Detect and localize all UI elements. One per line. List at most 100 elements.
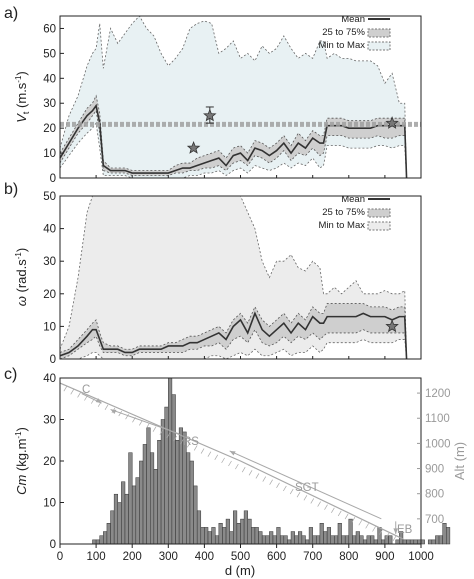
slope-hatch bbox=[324, 504, 328, 510]
histogram-bar bbox=[431, 539, 436, 545]
a-mean-line bbox=[59, 103, 408, 179]
slope-hatch bbox=[379, 529, 383, 535]
legend-range-swatch bbox=[367, 41, 391, 51]
histogram-bar bbox=[233, 510, 238, 545]
c-y2tick-label-5: 1200 bbox=[425, 388, 451, 400]
c-xtick-label-9: 900 bbox=[375, 551, 394, 563]
slope-hatch bbox=[159, 429, 164, 435]
histogram-bar bbox=[359, 535, 364, 545]
a-ytick-label-1: 10 bbox=[43, 148, 56, 160]
legend-mean-label-b: Mean bbox=[341, 194, 365, 205]
route-sgt-segment bbox=[229, 450, 382, 520]
panel-c-xlabel: d (m) bbox=[225, 563, 255, 578]
histogram-bar bbox=[420, 539, 425, 545]
svg-text:Cm (kg.m-1): Cm (kg.m-1) bbox=[14, 427, 29, 495]
histogram-bar bbox=[117, 502, 122, 545]
route-c-arrow bbox=[95, 398, 102, 404]
slope-hatch bbox=[166, 432, 171, 439]
histogram-bar bbox=[316, 535, 321, 545]
histogram-bar bbox=[442, 523, 447, 545]
a-star-marker-0 bbox=[203, 108, 217, 122]
slope-hatch bbox=[262, 476, 267, 482]
annotation-rs: RS bbox=[183, 436, 199, 448]
histogram-bar bbox=[113, 493, 119, 545]
b-ytick-label-3: 30 bbox=[43, 256, 56, 268]
c-xtick-label-1: 100 bbox=[87, 551, 106, 563]
annotation-eb: EB bbox=[397, 524, 413, 536]
altitude-profile-line bbox=[59, 382, 404, 540]
histogram-bar bbox=[131, 485, 137, 545]
histogram-bar bbox=[160, 419, 165, 545]
c-y2tick-label-3: 1000 bbox=[425, 438, 451, 450]
a-star-marker-2 bbox=[385, 116, 399, 129]
c-xtick-label-5: 500 bbox=[231, 551, 250, 563]
histogram-bar bbox=[186, 452, 191, 545]
panel-a-legend: Mean 25 to 75% Min to Max bbox=[319, 14, 391, 51]
legend-range-swatch-b bbox=[367, 221, 391, 231]
slope-hatch bbox=[207, 451, 212, 457]
histogram-bar bbox=[121, 481, 126, 545]
route-eb-arrow bbox=[393, 528, 399, 534]
slope-hatch bbox=[372, 526, 376, 532]
legend-iqr-swatch bbox=[367, 28, 391, 38]
c-ytick-label-0: 0 bbox=[50, 539, 56, 551]
histogram-bar bbox=[290, 531, 295, 545]
histogram-bar bbox=[305, 539, 310, 545]
b-ytick-label-4: 40 bbox=[43, 224, 56, 236]
histogram-bar bbox=[182, 431, 187, 545]
slope-hatch bbox=[235, 463, 239, 470]
b-star-marker-0 bbox=[385, 319, 399, 333]
b-ytick-label-0: 0 bbox=[50, 354, 56, 366]
slope-hatch bbox=[221, 457, 225, 464]
histogram-bar bbox=[229, 531, 234, 545]
histogram-bar bbox=[312, 535, 317, 545]
slope-hatch bbox=[344, 513, 349, 520]
histogram-bar bbox=[337, 523, 342, 545]
histogram-bar bbox=[106, 523, 111, 545]
slope-hatch bbox=[255, 473, 260, 479]
a-ytick-label-5: 50 bbox=[43, 48, 56, 60]
legend-iqr-label: 25 to 75% bbox=[322, 27, 365, 38]
histogram-bar bbox=[272, 535, 277, 545]
c-y2tick-label-0: 700 bbox=[425, 514, 444, 526]
b-q25-line bbox=[59, 328, 407, 360]
histogram-bar bbox=[95, 539, 100, 545]
slope-hatch bbox=[331, 507, 335, 513]
histogram-bar bbox=[341, 535, 346, 545]
histogram-bar bbox=[366, 535, 371, 545]
route-rs-arrow bbox=[110, 409, 117, 415]
slope-hatch bbox=[385, 532, 390, 538]
histogram-bar bbox=[211, 527, 216, 545]
slope-hatch bbox=[289, 488, 294, 495]
histogram-bar bbox=[222, 527, 227, 545]
histogram-bar bbox=[417, 539, 422, 545]
histogram-bar bbox=[247, 518, 252, 545]
histogram-bar bbox=[373, 539, 378, 545]
legend-iqr-label-b: 25 to 75% bbox=[322, 207, 365, 218]
histogram-bar bbox=[402, 539, 407, 545]
histogram-bar bbox=[261, 535, 267, 545]
a-iqr-band bbox=[60, 95, 407, 178]
histogram-bar bbox=[323, 531, 328, 545]
legend-range-label-b: Min to Max bbox=[319, 220, 366, 231]
histogram-bar bbox=[171, 394, 176, 545]
a-min-line bbox=[59, 122, 407, 179]
slope-hatch bbox=[118, 410, 123, 417]
histogram-bar bbox=[377, 527, 382, 545]
histogram-bar bbox=[352, 535, 357, 545]
slope-hatch bbox=[70, 389, 75, 395]
histogram-bar bbox=[240, 518, 245, 545]
slope-hatch bbox=[193, 445, 198, 451]
histogram-bar bbox=[214, 535, 220, 545]
b-q75-line bbox=[59, 303, 407, 360]
panel-b-chart: 0 10 20 30 40 50 Mean 25 to 75% Min to Max ω … bbox=[14, 191, 422, 366]
histogram-bar bbox=[388, 535, 393, 545]
c-xtick-label-3: 300 bbox=[159, 551, 178, 563]
histogram-bar bbox=[168, 377, 173, 545]
slope-hatch bbox=[187, 442, 191, 448]
legend-range-label: Min to Max bbox=[319, 40, 366, 51]
histogram-bar bbox=[409, 539, 415, 545]
histogram-bar bbox=[319, 523, 324, 545]
slope-hatch bbox=[276, 482, 280, 489]
